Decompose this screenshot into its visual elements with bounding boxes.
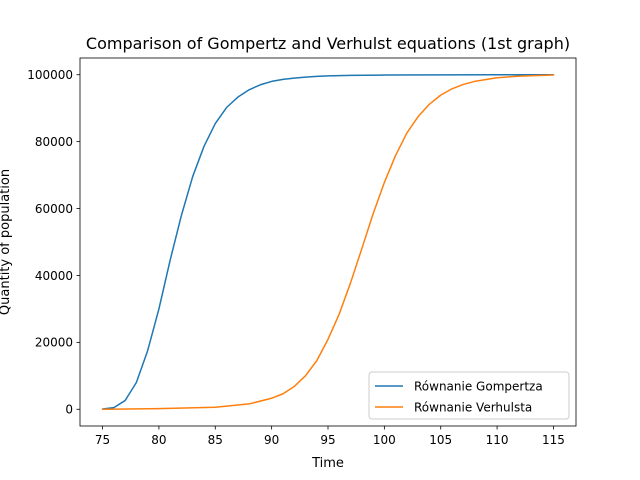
y-tick-label: 20000	[35, 336, 73, 350]
x-tick-label: 95	[320, 433, 335, 447]
y-axis-label: Quantity of population	[0, 169, 13, 315]
legend-box	[368, 371, 570, 420]
x-tick-label: 100	[373, 433, 396, 447]
x-axis-label: Time	[311, 456, 344, 471]
y-tick-label: 40000	[35, 269, 73, 283]
x-tick-label: 90	[264, 433, 279, 447]
series-line-2	[101, 74, 555, 411]
y-tick-label: 100000	[27, 68, 73, 82]
y-tick-label: 60000	[35, 202, 73, 216]
x-tick-label: 80	[151, 433, 166, 447]
plot-layer: 75 80 85 90 95 100 105 110 115 0 20000 40000 60000 80…	[27, 57, 577, 447]
y-tick-label: 80000	[35, 135, 73, 149]
x-tick-label: 105	[429, 433, 452, 447]
x-tick-label: 75	[95, 433, 110, 447]
legend: Równanie Gompertza Równanie Verhulsta	[368, 371, 570, 420]
legend-label-1: Równanie Gompertza	[414, 380, 543, 394]
chart-title: Comparison of Gompertz and Verhulst equa…	[86, 34, 570, 53]
legend-label-2: Równanie Verhulsta	[414, 401, 532, 415]
y-tick-label: 0	[65, 403, 73, 417]
x-tick-label: 115	[542, 433, 565, 447]
x-tick-label: 85	[208, 433, 223, 447]
series-line-1	[101, 73, 555, 410]
x-tick-label: 110	[486, 433, 509, 447]
